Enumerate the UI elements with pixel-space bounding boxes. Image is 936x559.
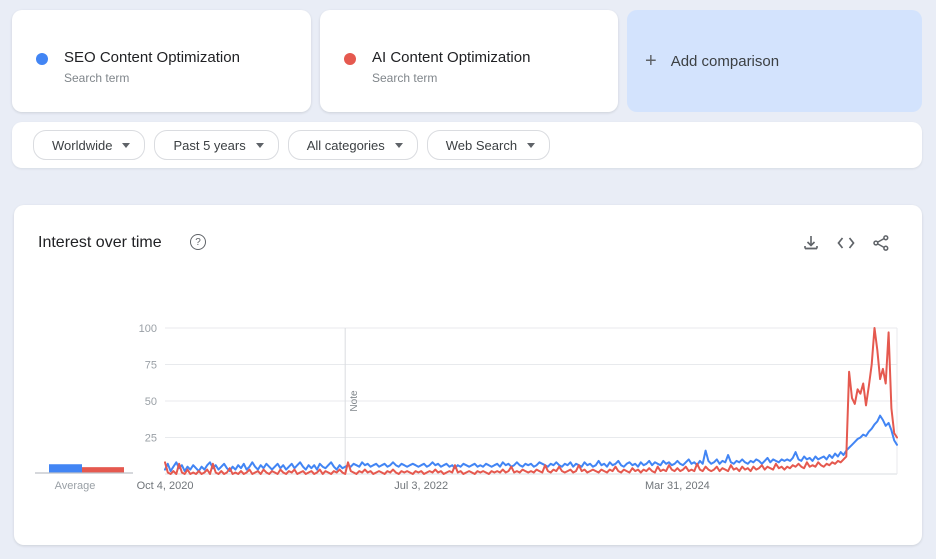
embed-code-icon[interactable] — [837, 233, 855, 253]
filter-region-label: Worldwide — [52, 137, 113, 153]
filter-timerange-label: Past 5 years — [173, 137, 246, 153]
trend-chart-canvas[interactable]: 100 75 50 25 Note Oct 4, 2020 Jul 3, 2022 Mar 3… — [14, 205, 922, 545]
chevron-down-icon — [122, 142, 131, 148]
filter-searchtype-label: Web Search — [445, 137, 518, 153]
add-comparison-button[interactable]: + Add comparison — [627, 10, 922, 112]
series-color-dot-blue — [36, 53, 48, 65]
term-subtitle: Search term — [64, 71, 130, 85]
chevron-down-icon — [527, 142, 536, 148]
filter-bar: Worldwide Past 5 years All categories We… — [12, 122, 922, 168]
comparison-card-ai[interactable]: AI Content Optimization Search term — [320, 10, 618, 112]
series-color-dot-red — [344, 53, 356, 65]
term-subtitle: Search term — [372, 71, 438, 85]
chevron-down-icon — [255, 142, 264, 148]
download-icon[interactable] — [802, 233, 820, 253]
add-comparison-label: Add comparison — [670, 52, 780, 70]
term-title: SEO Content Optimization — [64, 49, 240, 66]
average-bar-ai[interactable] — [82, 467, 124, 473]
average-bar-seo[interactable] — [49, 464, 82, 473]
series-line-seo[interactable] — [164, 414, 898, 473]
filter-region-dropdown[interactable]: Worldwide — [33, 130, 146, 160]
chart-title: Interest over time — [38, 234, 162, 251]
interest-over-time-card: 100 75 50 25 Note Oct 4, 2020 Jul 3, 2022 Mar 3… — [14, 205, 922, 545]
chevron-down-icon — [394, 142, 403, 148]
help-icon[interactable]: ? — [190, 234, 206, 250]
filter-category-label: All categories — [306, 137, 385, 153]
x-tick-label: Oct 4, 2020 — [137, 480, 194, 492]
filter-searchtype-dropdown[interactable]: Web Search — [426, 130, 551, 160]
x-tick-label: Mar 31, 2024 — [645, 480, 710, 492]
filter-category-dropdown[interactable]: All categories — [287, 130, 418, 160]
plus-icon: + — [645, 49, 657, 72]
share-icon[interactable] — [872, 233, 890, 253]
note-marker-label: Note — [349, 390, 360, 412]
series-line-ai[interactable] — [164, 327, 898, 475]
term-title: AI Content Optimization — [372, 49, 531, 66]
average-label: Average — [55, 480, 96, 492]
y-tick-label: 50 — [145, 396, 157, 408]
y-tick-label: 25 — [145, 433, 157, 445]
filter-timerange-dropdown[interactable]: Past 5 years — [154, 130, 279, 160]
x-tick-label: Jul 3, 2022 — [394, 480, 448, 492]
comparison-card-seo[interactable]: SEO Content Optimization Search term — [12, 10, 311, 112]
y-tick-label: 100 — [139, 323, 157, 335]
y-tick-label: 75 — [145, 360, 157, 372]
